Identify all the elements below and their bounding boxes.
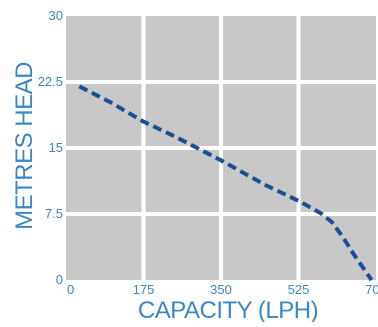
y-axis-title: METRES HEAD bbox=[11, 62, 38, 230]
y-axis-ticks: 0 7.5 15 22.5 30 bbox=[38, 8, 63, 287]
x-tick-label: 175 bbox=[133, 282, 155, 297]
x-axis-ticks: 0 175 350 525 700 bbox=[67, 282, 378, 297]
x-axis-title: CAPACITY (LPH) bbox=[138, 297, 318, 322]
y-tick-label: 30 bbox=[49, 8, 63, 23]
y-tick-label: 15 bbox=[49, 140, 63, 155]
series-line bbox=[78, 84, 374, 282]
x-tick-label: 525 bbox=[288, 282, 310, 297]
grid-lines bbox=[66, 16, 376, 280]
y-tick-label: 0 bbox=[56, 272, 63, 287]
series-layer bbox=[78, 84, 374, 282]
y-tick-label: 7.5 bbox=[45, 206, 63, 221]
x-tick-label: 700 bbox=[365, 282, 378, 297]
x-tick-label: 350 bbox=[210, 282, 232, 297]
x-tick-label: 0 bbox=[67, 282, 74, 297]
y-tick-label: 22.5 bbox=[38, 74, 63, 89]
